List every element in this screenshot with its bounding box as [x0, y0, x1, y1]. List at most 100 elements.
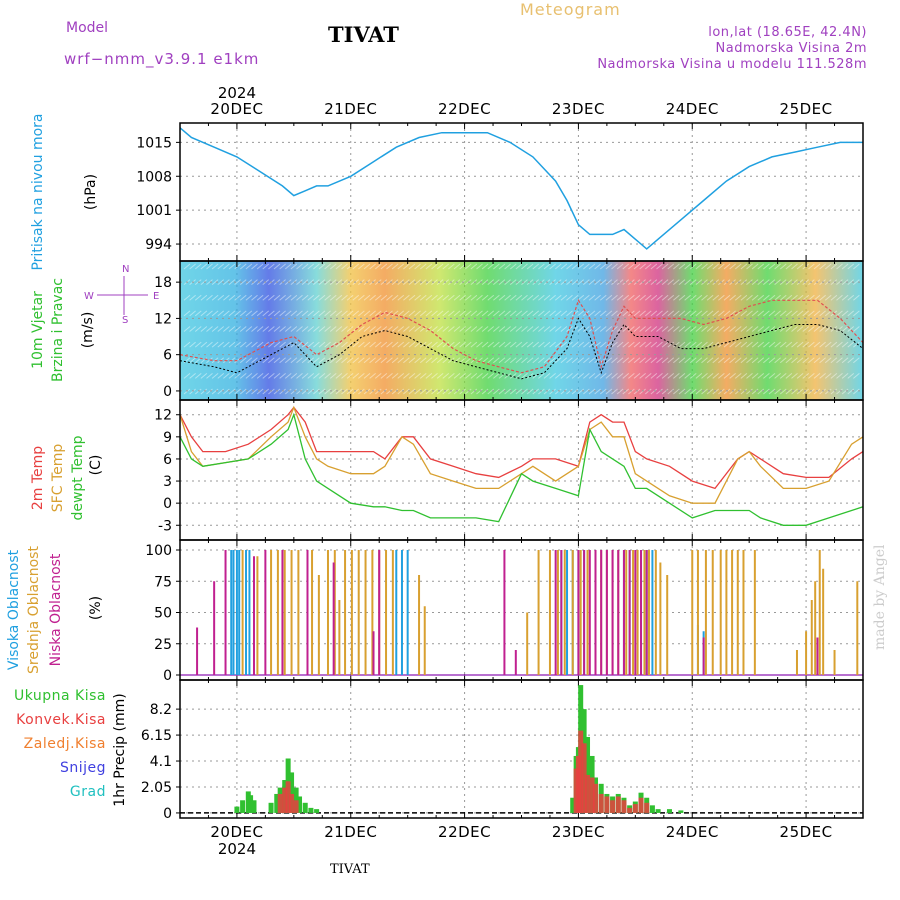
wind-barb: [256, 263, 264, 270]
wind-barb: [661, 341, 669, 348]
wind-barb: [352, 310, 360, 317]
wind-barb: [560, 326, 568, 332]
wind-barb: [262, 263, 270, 270]
wind-barb: [611, 372, 618, 379]
wind-barb: [504, 357, 511, 364]
wind-barb: [307, 310, 315, 317]
wind-barb: [487, 310, 495, 317]
wind-barb: [526, 388, 534, 395]
wind-barb: [313, 294, 320, 301]
wind-barb: [779, 294, 787, 301]
wind-barb: [487, 388, 495, 395]
wind-barb: [718, 263, 725, 270]
wind-barb: [448, 326, 455, 332]
wind-barb: [740, 372, 748, 379]
wind-barb: [650, 372, 658, 379]
wind-barb: [836, 326, 843, 332]
wind-barb: [183, 310, 191, 317]
wind-barb: [639, 263, 646, 270]
high-cloud-axis-name: Visoka Oblacnost: [6, 549, 22, 670]
wind-barb: [442, 341, 450, 348]
wind-barb: [318, 372, 326, 379]
wind-barb: [847, 388, 855, 395]
wind-barb: [453, 294, 461, 301]
compass-s: S: [122, 315, 128, 326]
wind-barb: [611, 310, 618, 317]
wind-barb: [554, 357, 562, 364]
wind-barb: [571, 341, 579, 348]
wind-barb: [442, 357, 450, 364]
y-tick-label: 3: [163, 474, 172, 490]
wind-barb: [408, 372, 416, 379]
x-day-label-bottom: 23DEC: [552, 823, 605, 841]
wind-barb: [329, 279, 337, 286]
wind-barb: [566, 372, 573, 379]
wind-barb: [661, 310, 669, 317]
wind-barb: [588, 341, 596, 348]
wind-barb: [487, 357, 495, 364]
wind-barb: [853, 263, 860, 270]
wind-barb: [470, 372, 478, 379]
wind-barb: [644, 341, 652, 348]
wind-barb: [796, 388, 804, 395]
wind-barb: [206, 310, 213, 317]
wind-barb: [796, 263, 804, 270]
wind-barb: [633, 326, 641, 332]
wind-barb: [256, 341, 264, 348]
wind-barb: [228, 263, 236, 270]
wind-barb: [673, 310, 680, 317]
model-elevation: Nadmorska Visina u modelu 111.528m: [597, 57, 867, 72]
wind-barb: [824, 263, 832, 270]
wind-barb: [414, 294, 421, 301]
total-precip-bar: [274, 793, 280, 813]
wind-barb: [296, 357, 303, 364]
y-tick-label: -3: [158, 518, 172, 534]
wind-barb: [223, 326, 230, 332]
sfc-temp-line: [179, 405, 864, 504]
wind-barb: [431, 388, 438, 395]
wind-barb: [583, 388, 590, 395]
wind-barb: [774, 372, 781, 379]
wind-barb: [403, 357, 410, 364]
wind-barb: [431, 357, 438, 364]
wind-barb: [554, 294, 562, 301]
wind-barb: [673, 279, 680, 286]
wind-barb: [678, 263, 686, 270]
wind-barb: [436, 372, 444, 379]
wind-barb: [791, 388, 798, 395]
wind-barb: [408, 310, 416, 317]
sfc-temp-axis-name: SFC Temp: [50, 444, 66, 513]
wind-barb: [605, 388, 613, 395]
wind-barb: [318, 357, 326, 364]
wind-barb: [245, 372, 253, 379]
wind-barb: [543, 341, 551, 348]
wind-barb: [515, 310, 523, 317]
wind-barb: [740, 326, 748, 332]
wind-barb: [211, 279, 219, 286]
wind-barb: [268, 263, 275, 270]
y-tick-label: 12: [154, 408, 172, 424]
location-coordinates: lon,lat (18.65E, 42.4N): [708, 25, 867, 40]
wind-barb: [448, 388, 455, 395]
wind-barb: [808, 341, 815, 348]
x-day-label-bottom: 20DEC: [210, 823, 263, 841]
wind-barb: [380, 341, 388, 348]
wind-barb: [718, 372, 725, 379]
wind-barb: [566, 294, 573, 301]
wind-barb: [509, 294, 517, 301]
wind-barb: [526, 326, 534, 332]
wind-barb: [656, 279, 663, 286]
wind-barb: [279, 263, 286, 270]
wind-barb: [616, 372, 624, 379]
wind-barb: [740, 263, 748, 270]
wind-barb: [796, 294, 804, 301]
wind-barb: [239, 357, 247, 364]
wind-barb: [588, 310, 596, 317]
wind-barb: [397, 357, 405, 364]
wind-barb: [273, 310, 281, 317]
wind-barb: [369, 388, 376, 395]
wind-barb: [650, 279, 658, 286]
wind-barb: [217, 388, 225, 395]
wind-barb: [836, 294, 843, 301]
